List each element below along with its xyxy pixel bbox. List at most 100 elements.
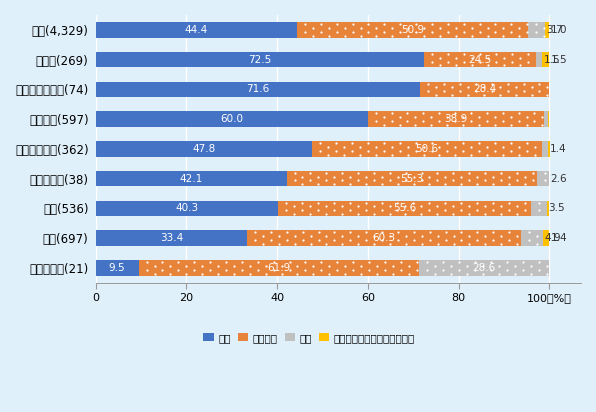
Point xyxy=(395,122,404,128)
Point xyxy=(258,241,268,247)
Point xyxy=(409,236,418,243)
Point xyxy=(460,58,469,65)
Point xyxy=(395,28,405,35)
Point xyxy=(361,236,371,243)
Point xyxy=(434,110,444,117)
Point xyxy=(182,262,191,269)
Point xyxy=(316,140,325,146)
Point xyxy=(523,58,532,65)
Point xyxy=(522,140,532,146)
Point xyxy=(515,62,524,69)
Point xyxy=(539,33,548,39)
Point xyxy=(526,270,535,277)
Bar xyxy=(543,230,550,246)
Point xyxy=(443,51,453,57)
Point xyxy=(425,173,434,180)
Point xyxy=(313,199,323,206)
Point xyxy=(403,110,412,117)
Point xyxy=(379,114,389,120)
Point xyxy=(306,233,315,239)
Point xyxy=(337,211,347,218)
Point xyxy=(347,147,357,154)
Point xyxy=(316,28,325,35)
Point xyxy=(337,241,347,247)
Bar xyxy=(542,141,548,157)
Point xyxy=(285,259,294,265)
Point xyxy=(456,199,465,206)
Point xyxy=(158,259,167,265)
Point xyxy=(532,241,541,247)
Point xyxy=(371,118,380,124)
Text: 1.4: 1.4 xyxy=(550,144,566,154)
Point xyxy=(313,181,323,187)
Point xyxy=(206,267,215,273)
Point xyxy=(538,114,547,120)
Point xyxy=(253,267,262,273)
Point xyxy=(333,259,342,265)
Bar xyxy=(95,111,368,127)
Point xyxy=(387,25,397,31)
Point xyxy=(510,262,520,269)
Point xyxy=(542,262,551,269)
Point xyxy=(451,110,460,117)
Point xyxy=(221,259,231,265)
Point xyxy=(511,92,520,98)
Point xyxy=(385,233,395,239)
Point xyxy=(324,33,334,39)
Point xyxy=(417,177,426,184)
Bar xyxy=(530,201,547,216)
Point xyxy=(369,177,378,184)
Point xyxy=(379,122,389,128)
Point xyxy=(213,270,223,277)
Point xyxy=(515,54,524,61)
Point xyxy=(513,233,522,239)
Point xyxy=(465,233,474,239)
Point xyxy=(465,241,474,247)
Point xyxy=(380,21,389,27)
Point xyxy=(370,241,379,247)
Point xyxy=(478,262,488,269)
Point xyxy=(534,259,544,265)
Point xyxy=(473,229,482,236)
Point xyxy=(514,118,523,124)
Point xyxy=(417,233,427,239)
Point xyxy=(435,25,445,31)
Point xyxy=(496,177,505,184)
Point xyxy=(305,203,315,210)
Text: 1.4: 1.4 xyxy=(551,233,567,243)
Point xyxy=(459,28,468,35)
Point xyxy=(385,177,395,184)
Point xyxy=(300,21,310,27)
Point xyxy=(510,270,520,277)
Bar xyxy=(538,171,550,186)
Point xyxy=(393,173,402,180)
Point xyxy=(427,140,436,146)
Point xyxy=(395,21,405,27)
Point xyxy=(433,177,442,184)
Point xyxy=(395,114,404,120)
Point xyxy=(369,211,378,218)
Point xyxy=(269,259,278,265)
Point xyxy=(439,88,449,95)
Point xyxy=(542,270,551,277)
Point xyxy=(512,169,522,176)
Point xyxy=(463,84,473,91)
Point xyxy=(526,262,535,269)
Point xyxy=(425,229,434,236)
Point xyxy=(333,267,342,273)
Point xyxy=(290,241,300,247)
Point xyxy=(439,259,448,265)
Bar xyxy=(547,201,550,216)
Point xyxy=(142,259,151,265)
Point xyxy=(379,147,389,154)
Bar xyxy=(368,111,544,127)
Point xyxy=(512,211,522,218)
Point xyxy=(377,199,386,206)
Point xyxy=(266,236,276,243)
Text: 1.5: 1.5 xyxy=(551,55,567,65)
Point xyxy=(460,51,469,57)
Bar xyxy=(95,52,424,67)
Point xyxy=(321,169,331,176)
Point xyxy=(281,199,291,206)
Text: 28.4: 28.4 xyxy=(473,84,496,94)
